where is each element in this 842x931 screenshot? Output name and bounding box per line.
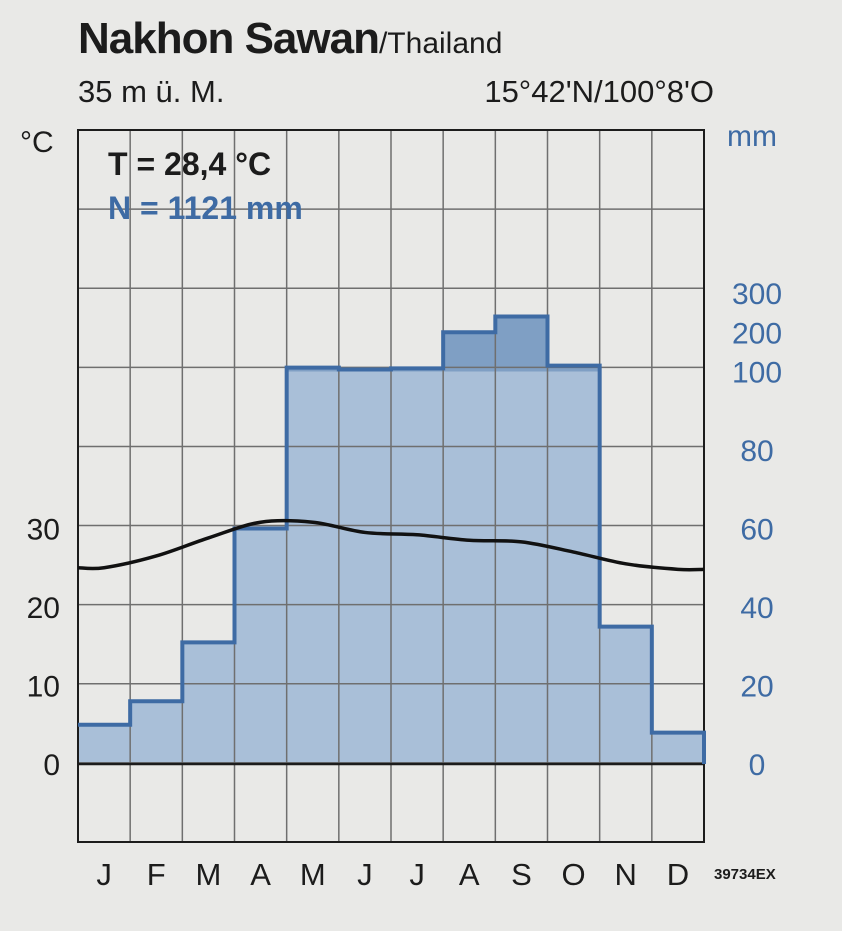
annual-temperature: T = 28,4 °C bbox=[108, 146, 272, 182]
coordinates: 15°42'N/100°8'O bbox=[484, 74, 714, 109]
precip-bar bbox=[547, 365, 600, 764]
month-label: O bbox=[562, 857, 586, 892]
precipitation-tick-label: 200 bbox=[732, 317, 782, 350]
precipitation-tick-label: 0 bbox=[749, 749, 766, 782]
precip-bar-top bbox=[495, 316, 548, 372]
precipitation-tick-label: 60 bbox=[740, 514, 773, 547]
temperature-tick-label: 20 bbox=[27, 592, 60, 625]
precip-bar bbox=[599, 626, 652, 764]
precip-bar bbox=[130, 701, 183, 764]
temperature-line bbox=[77, 518, 705, 572]
month-label: M bbox=[300, 857, 326, 892]
annual-precipitation: N = 1121 mm bbox=[108, 190, 303, 226]
temperature-tick-label: 10 bbox=[27, 671, 60, 704]
month-label: J bbox=[357, 857, 373, 892]
month-label: S bbox=[511, 857, 532, 892]
precip-bar bbox=[391, 368, 444, 764]
precip-bar bbox=[286, 367, 339, 764]
diagram-code: 39734EX bbox=[714, 866, 776, 883]
precipitation-tick-label: 20 bbox=[740, 671, 773, 704]
precipitation-tick-label: 300 bbox=[732, 278, 782, 311]
elevation: 35 m ü. M. bbox=[78, 74, 225, 109]
month-label: N bbox=[615, 857, 637, 892]
precip-bar bbox=[651, 732, 704, 764]
chart-title: Nakhon Sawan/Thailand bbox=[78, 14, 502, 64]
precipitation-tick-label: 80 bbox=[740, 435, 773, 468]
precip-bar bbox=[234, 528, 287, 764]
month-label: A bbox=[250, 857, 271, 892]
precipitation-tick-label: 40 bbox=[740, 592, 773, 625]
temperature-unit: °C bbox=[20, 126, 54, 159]
temperature-tick-label: 0 bbox=[43, 749, 60, 782]
plot-frame bbox=[77, 129, 705, 843]
precip-bar-top bbox=[547, 365, 600, 372]
precip-bar-top bbox=[443, 332, 496, 372]
month-label: M bbox=[196, 857, 222, 892]
precip-bar bbox=[78, 724, 131, 764]
precip-bar bbox=[338, 369, 391, 764]
precip-bar bbox=[443, 332, 496, 764]
month-label: F bbox=[147, 857, 166, 892]
month-label: J bbox=[409, 857, 425, 892]
month-label: J bbox=[96, 857, 112, 892]
temperature-tick-label: 30 bbox=[27, 514, 60, 547]
month-label: A bbox=[459, 857, 480, 892]
precipitation-tick-label: 100 bbox=[732, 357, 782, 390]
precipitation-outline bbox=[78, 314, 706, 764]
station-name: Nakhon Sawan bbox=[78, 14, 380, 63]
precip-bar bbox=[182, 642, 235, 764]
country-name: /Thailand bbox=[378, 27, 503, 60]
month-label: D bbox=[667, 857, 689, 892]
precipitation-unit: mm bbox=[727, 120, 777, 153]
